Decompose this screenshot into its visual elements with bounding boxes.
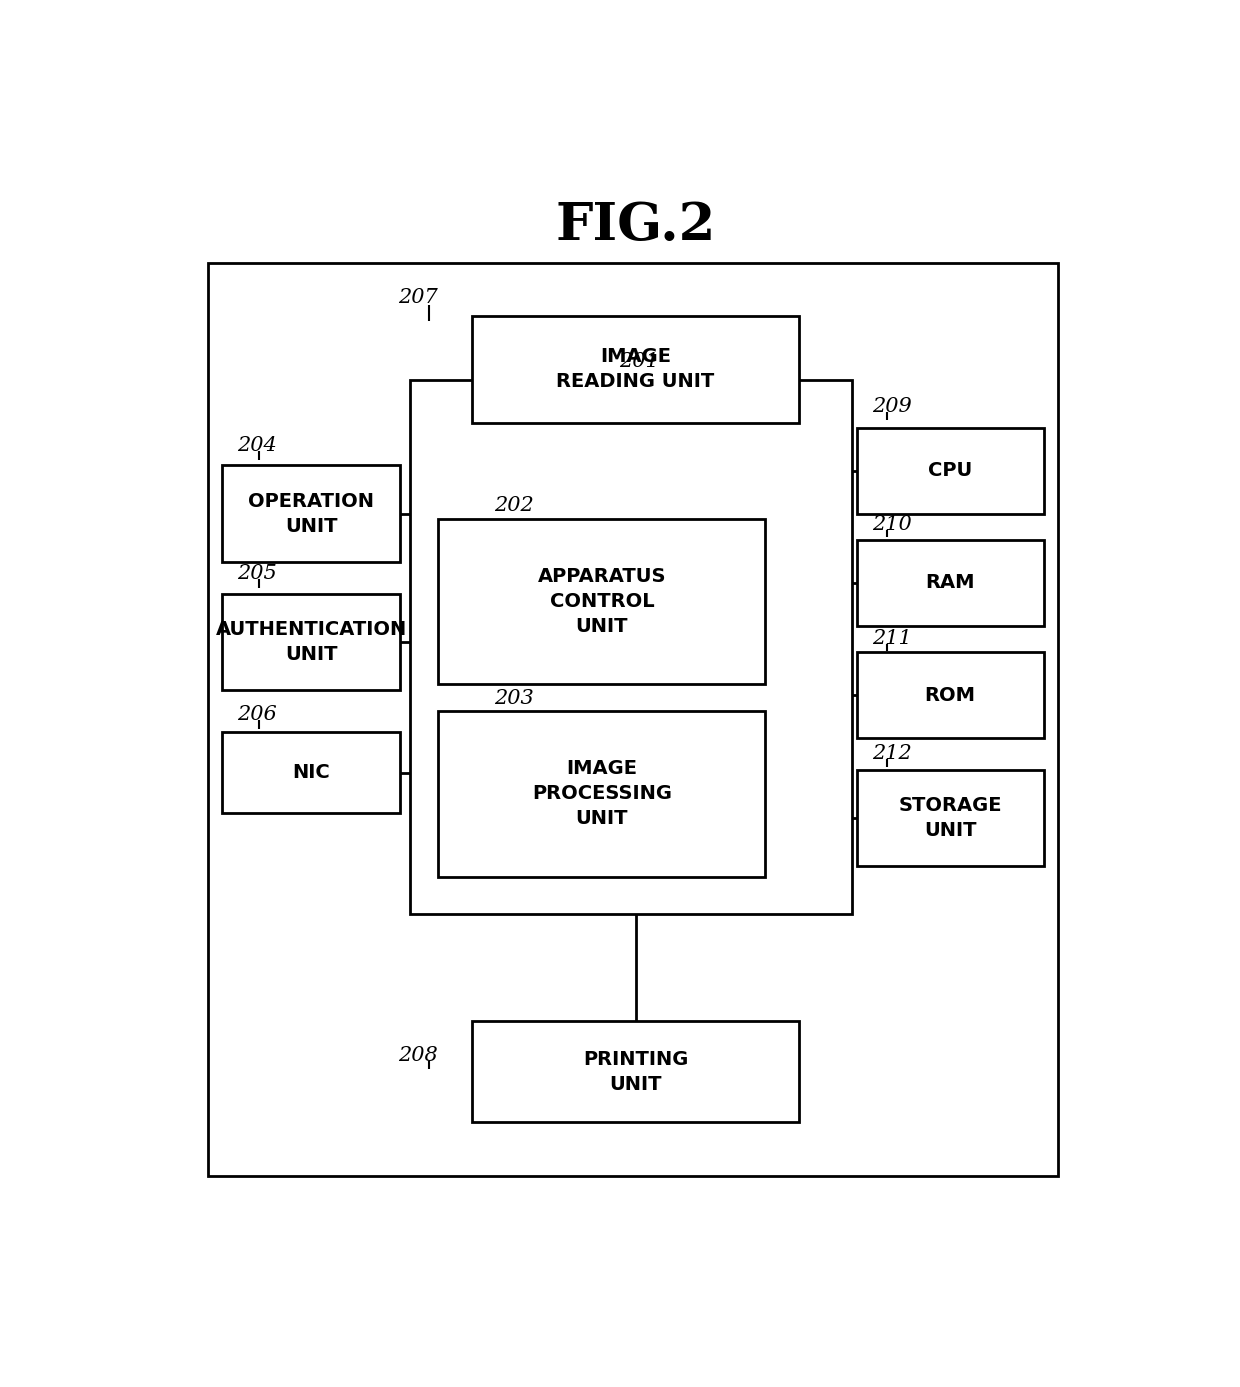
Bar xyxy=(857,429,1044,513)
Bar xyxy=(439,712,765,877)
Text: 202: 202 xyxy=(495,497,534,516)
Bar xyxy=(222,594,401,689)
Text: PRINTING
UNIT: PRINTING UNIT xyxy=(583,1050,688,1093)
Text: 206: 206 xyxy=(237,705,277,724)
Text: IMAGE
PROCESSING
UNIT: IMAGE PROCESSING UNIT xyxy=(532,760,672,828)
Text: OPERATION
UNIT: OPERATION UNIT xyxy=(248,491,374,535)
Text: STORAGE
UNIT: STORAGE UNIT xyxy=(899,796,1002,841)
Text: 204: 204 xyxy=(237,436,277,455)
Text: APPARATUS
CONTROL
UNIT: APPARATUS CONTROL UNIT xyxy=(538,567,666,637)
Text: 212: 212 xyxy=(872,745,911,763)
Text: ROM: ROM xyxy=(925,685,976,705)
Bar xyxy=(472,316,799,423)
Text: 208: 208 xyxy=(398,1046,438,1065)
Text: 211: 211 xyxy=(872,628,911,648)
Text: 209: 209 xyxy=(872,397,911,416)
Text: 210: 210 xyxy=(872,515,911,534)
Text: 207: 207 xyxy=(398,288,438,307)
Bar xyxy=(857,770,1044,865)
Text: CPU: CPU xyxy=(928,462,972,480)
Text: IMAGE
READING UNIT: IMAGE READING UNIT xyxy=(557,347,714,391)
Text: RAM: RAM xyxy=(925,573,975,592)
Bar xyxy=(439,519,765,684)
Text: NIC: NIC xyxy=(293,763,330,782)
Text: AUTHENTICATION
UNIT: AUTHENTICATION UNIT xyxy=(216,620,407,664)
Text: 205: 205 xyxy=(237,563,277,583)
Bar xyxy=(857,652,1044,738)
Bar xyxy=(222,732,401,813)
Text: 201: 201 xyxy=(619,352,658,372)
Text: FIG.2: FIG.2 xyxy=(556,200,715,251)
Bar xyxy=(472,1021,799,1122)
Bar xyxy=(208,262,1058,1176)
Bar xyxy=(409,380,852,914)
Bar xyxy=(857,541,1044,626)
Bar xyxy=(222,466,401,562)
Text: 203: 203 xyxy=(495,688,534,707)
